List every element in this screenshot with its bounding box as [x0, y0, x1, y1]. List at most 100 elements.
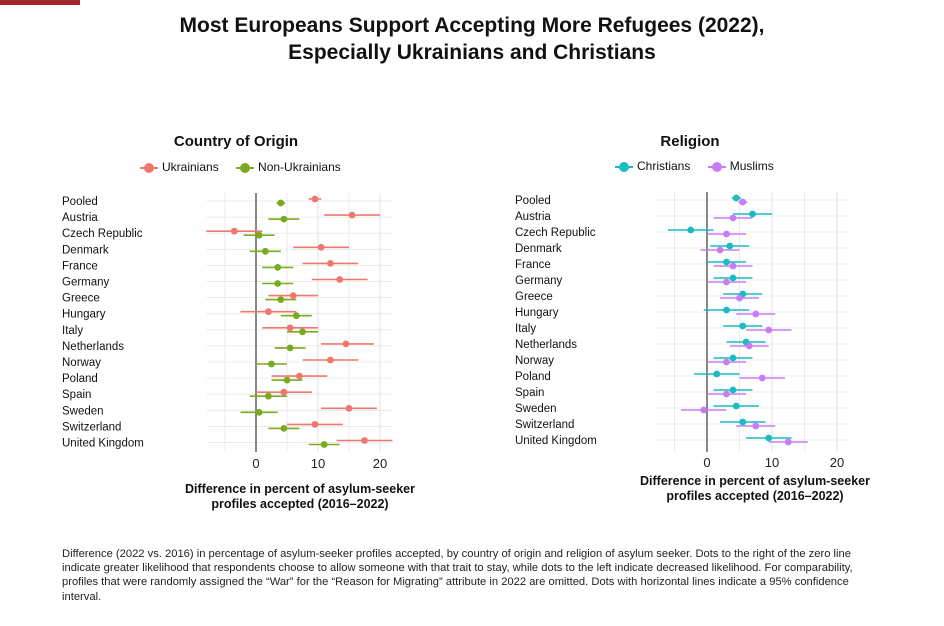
point-non-ukrainians-france — [274, 264, 282, 271]
point-ukrainians-switzerland — [311, 421, 319, 428]
x-tick-label-country-of-origin: 10 — [311, 456, 325, 471]
category-label-greece: Greece — [62, 293, 100, 305]
point-muslims-spain — [723, 390, 730, 398]
point-christians-austria — [749, 210, 756, 218]
point-christians-denmark — [726, 242, 734, 250]
point-non-ukrainians-germany — [274, 280, 282, 287]
legend-item-ukrainians: Ukrainians — [140, 160, 219, 174]
point-ukrainians-greece — [289, 292, 297, 299]
category-label-pooled: Pooled — [62, 196, 98, 208]
category-label-denmark: Denmark — [62, 244, 109, 256]
category-label-pooled: Pooled — [515, 195, 551, 207]
point-ukrainians-austria — [348, 211, 356, 219]
chart-title-line-2: Especially Ukrainians and Christians — [288, 41, 656, 64]
legend-country-of-origin: Ukrainians Non-Ukrainians — [140, 160, 355, 174]
legend-label-muslims: Muslims — [729, 159, 774, 173]
point-christians-spain — [729, 386, 737, 394]
legend-label-ukrainians: Ukrainians — [162, 160, 219, 174]
point-non-ukrainians-czech-republic — [255, 231, 263, 239]
category-label-spain: Spain — [62, 389, 91, 401]
x-axis-label-country-of-origin: Difference in percent of asylum-seeker p… — [185, 482, 415, 511]
point-non-ukrainians-poland — [283, 376, 291, 384]
point-non-ukrainians-spain — [265, 392, 272, 400]
panel-group-religion: 0 10 20 Pooled Austria Czech Republic Denmark F… — [515, 192, 850, 470]
x-tick-label-religion: 10 — [765, 455, 779, 470]
point-muslims-hungary — [752, 310, 760, 318]
point-christians-poland — [713, 370, 721, 378]
x-tick-label-country-of-origin: 20 — [373, 456, 387, 471]
point-christians-sweden — [732, 402, 740, 410]
category-label-switzerland: Switzerland — [62, 421, 121, 433]
category-label-netherlands: Netherlands — [515, 339, 577, 351]
point-ukrainians-pooled — [311, 195, 319, 203]
legend-item-muslims: Muslims — [707, 159, 774, 173]
point-christians-czech-republic — [687, 226, 695, 234]
panel-title-religion: Religion — [660, 133, 720, 150]
point-ukrainians-denmark — [317, 243, 325, 251]
legend-item-non-ukrainians: Non-Ukrainians — [236, 160, 341, 174]
category-label-norway: Norway — [515, 355, 554, 367]
x-axis-label-religion: Difference in percent of asylum-seeker p… — [640, 474, 870, 503]
category-label-czech-republic: Czech Republic — [515, 227, 596, 239]
point-christians-switzerland — [739, 418, 747, 426]
point-ukrainians-germany — [336, 276, 344, 283]
category-label-sweden: Sweden — [62, 405, 104, 417]
category-label-sweden: Sweden — [515, 403, 557, 415]
chart-title: Most Europeans Support Accepting More Re… — [0, 12, 944, 66]
category-label-france: France — [515, 259, 551, 271]
category-label-hungary: Hungary — [62, 309, 106, 321]
point-non-ukrainians-pooled — [277, 199, 285, 207]
point-ukrainians-united-kingdom — [361, 437, 368, 444]
x-tick-label-religion: 20 — [830, 455, 844, 470]
point-non-ukrainians-sweden — [255, 408, 263, 416]
category-label-switzerland: Switzerland — [515, 419, 574, 431]
point-muslims-czech-republic — [723, 230, 730, 238]
chart-title-line-1: Most Europeans Support Accepting More Re… — [179, 14, 765, 37]
point-muslims-pooled — [739, 198, 747, 206]
category-label-united-kingdom: United Kingdom — [62, 438, 144, 450]
point-non-ukrainians-greece — [277, 296, 285, 303]
point-non-ukrainians-denmark — [261, 247, 269, 255]
point-muslims-germany — [723, 278, 730, 286]
category-label-poland: Poland — [62, 373, 98, 385]
point-ukrainians-norway — [327, 356, 334, 364]
category-label-united-kingdom: United Kingdom — [515, 435, 597, 447]
category-label-hungary: Hungary — [515, 307, 559, 319]
legend-swatch-muslims — [707, 161, 726, 173]
point-ukrainians-sweden — [345, 404, 353, 412]
category-label-austria: Austria — [62, 212, 98, 224]
legend-label-non-ukrainians: Non-Ukrainians — [258, 160, 341, 174]
category-label-denmark: Denmark — [515, 243, 562, 255]
brand-accent-bar — [0, 0, 80, 5]
legend-label-christians: Christians — [637, 159, 691, 173]
category-label-poland: Poland — [515, 371, 551, 383]
category-label-greece: Greece — [515, 291, 553, 303]
category-label-austria: Austria — [515, 211, 551, 223]
category-label-italy: Italy — [515, 323, 536, 335]
point-muslims-norway — [723, 358, 730, 366]
x-tick-label-country-of-origin: 0 — [252, 456, 259, 471]
point-non-ukrainians-italy — [299, 328, 306, 336]
legend-item-christians: Christians — [615, 159, 690, 173]
legend-swatch-non-ukrainians — [236, 162, 255, 174]
point-non-ukrainians-hungary — [292, 312, 300, 320]
category-label-czech-republic: Czech Republic — [62, 228, 143, 240]
point-muslims-greece — [736, 294, 743, 302]
panel-title-country-of-origin: Country of Origin — [173, 133, 299, 150]
point-ukrainians-france — [327, 260, 334, 267]
point-muslims-austria — [729, 214, 737, 222]
x-tick-label-religion: 0 — [703, 455, 710, 470]
point-non-ukrainians-united-kingdom — [320, 441, 328, 448]
point-ukrainians-hungary — [265, 308, 272, 316]
point-muslims-netherlands — [745, 342, 753, 350]
category-label-italy: Italy — [62, 325, 83, 337]
category-label-spain: Spain — [515, 387, 544, 399]
point-christians-germany — [729, 274, 737, 282]
point-muslims-switzerland — [752, 422, 760, 430]
category-label-france: France — [62, 260, 98, 272]
point-ukrainians-italy — [286, 324, 294, 332]
point-ukrainians-poland — [296, 372, 303, 380]
point-ukrainians-spain — [280, 388, 288, 396]
category-label-germany: Germany — [515, 275, 563, 287]
